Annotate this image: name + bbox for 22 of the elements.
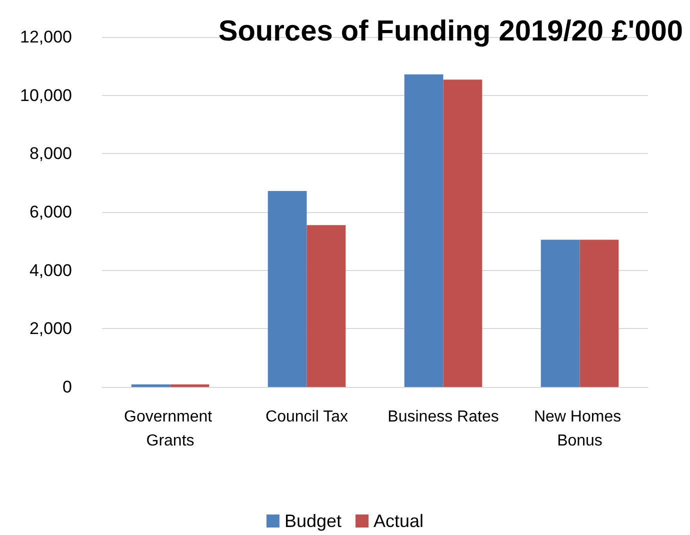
y-tick-label: 0	[62, 378, 72, 396]
x-tick-label: Government Grants	[124, 408, 216, 450]
y-tick-label: 4,000	[29, 260, 72, 280]
bar	[306, 225, 346, 387]
x-tick-label: Business Rates	[388, 408, 499, 426]
bar	[580, 240, 619, 387]
y-tick-label: 6,000	[29, 202, 72, 222]
x-tick-label: Council Tax	[266, 408, 348, 426]
bar	[443, 80, 482, 387]
bar	[540, 240, 580, 387]
x-tick-label: New Homes Bonus	[534, 408, 626, 450]
bar	[131, 384, 170, 387]
bar	[170, 384, 210, 387]
bar	[268, 191, 307, 387]
legend-label: Actual	[374, 511, 424, 531]
y-tick-label: 12,000	[20, 28, 72, 46]
y-tick-label: 2,000	[29, 319, 72, 338]
y-tick-label: 8,000	[29, 144, 72, 164]
legend-label: Budget	[284, 511, 342, 531]
chart-title: Sources of Funding 2019/20 £'000	[218, 16, 683, 48]
y-tick-label: 10,000	[20, 86, 72, 105]
bar	[404, 74, 444, 387]
